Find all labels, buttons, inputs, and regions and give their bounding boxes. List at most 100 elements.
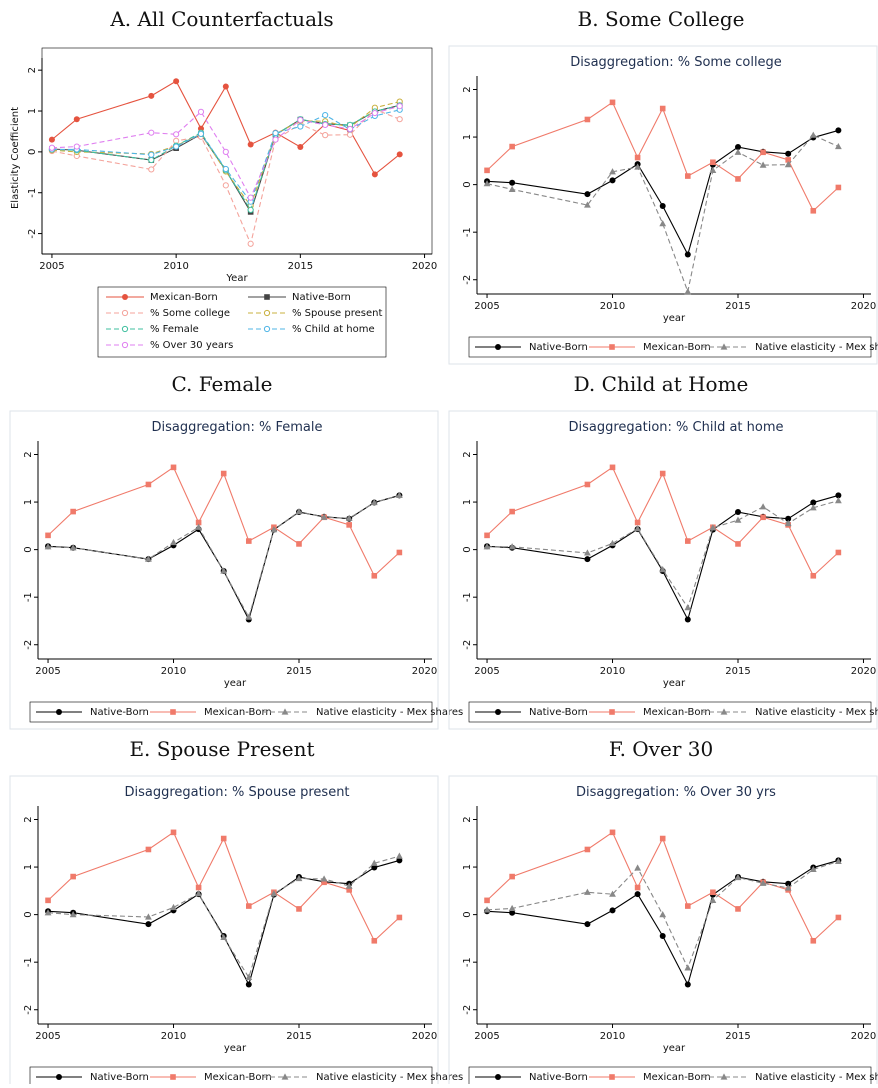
marker [609, 344, 615, 350]
marker [810, 499, 817, 506]
marker [245, 613, 253, 620]
y-tick-label: 2 [27, 67, 38, 73]
marker [44, 543, 52, 550]
marker [609, 177, 616, 184]
marker [484, 167, 490, 174]
marker [197, 130, 205, 137]
series-line [487, 859, 839, 987]
y-tick-label: 1 [462, 134, 473, 140]
y-tick-label: -2 [462, 640, 473, 650]
marker [56, 1074, 62, 1080]
marker [809, 504, 817, 511]
marker [145, 921, 152, 928]
y-tick-label: 1 [23, 499, 34, 505]
marker [720, 1073, 728, 1080]
marker [173, 131, 180, 138]
legend-label: Native elasticity - Mex shares [755, 707, 878, 718]
legend-label: Native-Born [529, 342, 588, 353]
marker [509, 179, 516, 186]
marker [734, 509, 741, 516]
marker [263, 325, 271, 333]
marker [809, 865, 817, 873]
marker [245, 981, 252, 988]
marker [835, 914, 842, 921]
marker [48, 144, 56, 151]
marker [222, 83, 229, 90]
legend-box [97, 286, 387, 358]
marker [247, 141, 254, 148]
marker [634, 864, 642, 871]
marker [659, 565, 667, 573]
marker [584, 116, 591, 123]
marker [508, 904, 516, 912]
marker [297, 123, 304, 130]
marker [735, 906, 741, 912]
marker [121, 309, 129, 317]
marker [220, 933, 228, 941]
marker [784, 884, 792, 891]
marker [370, 859, 378, 866]
x-tick-label: 2015 [725, 301, 750, 312]
marker [483, 180, 491, 187]
x-axis-label: Year [225, 273, 248, 284]
legend-label: Mexican-Born [643, 1072, 711, 1083]
x-tick-label: 2015 [286, 1031, 311, 1042]
x-axis-label: year [663, 313, 686, 324]
legend-label: % Child at home [292, 324, 375, 335]
marker [270, 890, 278, 897]
marker [396, 151, 403, 158]
y-tick-label: 0 [462, 546, 473, 552]
marker [735, 541, 741, 547]
x-tick-label: 2010 [163, 261, 188, 272]
marker [835, 127, 842, 134]
marker [148, 156, 155, 164]
marker [609, 709, 615, 715]
x-tick-label: 2005 [474, 301, 499, 312]
y-tick-label: -1 [23, 592, 34, 602]
y-tick-label: 0 [23, 911, 34, 917]
marker [785, 515, 792, 522]
marker [173, 143, 180, 150]
marker [246, 903, 252, 909]
x-tick-label: 2010 [600, 301, 625, 312]
marker [45, 532, 51, 539]
x-tick-label: 2020 [412, 261, 437, 272]
marker [720, 708, 728, 715]
y-tick-label: -1 [23, 957, 34, 967]
marker [735, 176, 741, 182]
marker [246, 538, 252, 544]
marker [297, 116, 304, 124]
marker [247, 194, 254, 201]
legend-label: Mexican-Born [643, 707, 711, 718]
marker [346, 131, 354, 138]
marker [272, 136, 279, 143]
plot-title: Disaggregation: % Some college [570, 55, 782, 70]
series-line [48, 494, 400, 619]
marker [247, 240, 254, 247]
marker [195, 884, 202, 891]
marker [659, 203, 666, 210]
y-tick-label: -1 [462, 592, 473, 602]
marker [396, 857, 403, 864]
marker [709, 896, 717, 903]
series-line [487, 500, 839, 609]
panel-title: C. Female [171, 372, 272, 396]
x-tick-label: 2020 [851, 301, 876, 312]
y-tick-label: 0 [462, 181, 473, 187]
legend-box [468, 701, 872, 723]
marker [759, 503, 767, 510]
x-tick-label: 2005 [474, 666, 499, 677]
marker [710, 159, 716, 166]
marker [634, 884, 641, 891]
marker [609, 1074, 615, 1080]
marker [148, 151, 155, 158]
legend-label: Native-Born [529, 1072, 588, 1083]
legend-label: Mexican-Born [150, 292, 218, 303]
x-tick-label: 2005 [35, 666, 60, 677]
series-line [487, 129, 839, 257]
marker [584, 481, 591, 488]
marker [734, 148, 742, 155]
marker [760, 149, 766, 156]
marker [734, 516, 742, 523]
y-tick-label: -2 [462, 1005, 473, 1015]
